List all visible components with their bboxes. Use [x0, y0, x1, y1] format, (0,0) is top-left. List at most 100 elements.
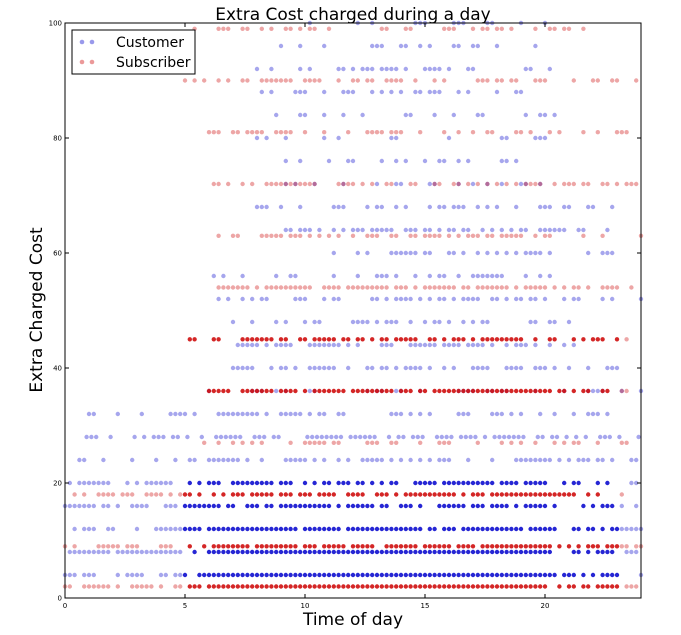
- legend-marker-subscriber: [89, 59, 95, 65]
- subscriber-point: [605, 181, 610, 187]
- customer-point: [475, 365, 480, 371]
- customer-point: [566, 365, 572, 371]
- customer-point: [235, 480, 240, 486]
- customer-point: [312, 365, 317, 371]
- customer-point: [365, 250, 370, 256]
- customer-point: [614, 572, 620, 578]
- subscriber-point: [418, 130, 423, 135]
- y-tick-label: 80: [53, 135, 62, 143]
- subscriber-point: [235, 285, 240, 290]
- subscriber-point: [490, 492, 495, 497]
- subscriber-point: [259, 26, 264, 31]
- customer-point: [538, 135, 543, 141]
- customer-point: [283, 135, 288, 141]
- customer-point: [442, 296, 447, 302]
- customer-point: [91, 572, 97, 578]
- subscriber-point: [437, 233, 442, 238]
- subscriber-point: [480, 26, 485, 31]
- subscriber-point: [562, 388, 567, 394]
- customer-point: [221, 549, 226, 555]
- customer-point: [379, 526, 384, 532]
- customer-point: [154, 549, 159, 555]
- subscriber-point: [326, 337, 332, 342]
- customer-point: [365, 457, 370, 463]
- subscriber-point: [187, 544, 192, 549]
- customer-point: [475, 526, 480, 532]
- subscriber-point: [485, 233, 490, 238]
- customer-point: [574, 434, 579, 440]
- subscriber-point: [571, 337, 576, 342]
- customer-point: [283, 342, 288, 348]
- subscriber-point: [168, 492, 173, 497]
- subscriber-point: [446, 440, 452, 445]
- customer-point: [374, 273, 380, 279]
- customer-point: [230, 572, 236, 578]
- subscriber-point: [307, 584, 312, 589]
- subscriber-point: [182, 492, 188, 497]
- customer-point: [523, 572, 528, 578]
- customer-point: [408, 411, 413, 417]
- customer-point: [230, 411, 236, 417]
- customer-point: [298, 457, 303, 463]
- customer-point: [427, 89, 432, 95]
- subscriber-point: [250, 388, 255, 394]
- customer-point: [298, 158, 303, 164]
- customer-point: [192, 503, 197, 509]
- subscriber-point: [398, 584, 404, 589]
- customer-point: [336, 66, 341, 72]
- customer-point: [139, 411, 144, 417]
- customer-point: [610, 457, 615, 463]
- customer-point: [528, 250, 533, 256]
- customer-point: [259, 296, 264, 302]
- customer-point: [259, 526, 264, 532]
- customer-point: [370, 526, 375, 532]
- subscriber-point: [350, 181, 356, 187]
- customer-point: [206, 572, 212, 578]
- subscriber-point: [595, 544, 600, 549]
- customer-point: [389, 411, 394, 417]
- customer-point: [518, 457, 524, 463]
- subscriber-point: [302, 584, 308, 589]
- customer-point: [86, 480, 92, 486]
- customer-point: [130, 572, 135, 578]
- customer-point: [485, 181, 490, 187]
- customer-point: [360, 503, 365, 509]
- subscriber-point: [355, 544, 360, 549]
- subscriber-point: [576, 285, 581, 290]
- customer-point: [182, 411, 188, 417]
- subscriber-point: [82, 492, 87, 497]
- subscriber-point: [394, 584, 399, 589]
- subscriber-point: [446, 544, 452, 549]
- legend-label-subscriber: Subscriber: [116, 55, 191, 71]
- customer-point: [552, 112, 557, 118]
- customer-point: [238, 434, 243, 440]
- subscriber-point: [278, 337, 284, 342]
- customer-point: [586, 411, 591, 417]
- customer-point: [533, 457, 538, 463]
- customer-point: [442, 572, 447, 578]
- subscriber-point: [566, 492, 572, 497]
- subscriber-point: [624, 337, 629, 342]
- subscriber-point: [394, 233, 399, 238]
- subscriber-point: [360, 492, 365, 497]
- customer-point: [437, 503, 442, 509]
- customer-point: [206, 457, 212, 463]
- subscriber-point: [384, 388, 389, 394]
- subscriber-point: [461, 285, 466, 290]
- customer-point: [158, 526, 164, 532]
- subscriber-point: [360, 181, 365, 187]
- subscriber-point: [413, 492, 418, 497]
- customer-point: [367, 434, 372, 440]
- customer-point: [317, 342, 322, 348]
- customer-point: [259, 480, 264, 486]
- customer-point: [240, 342, 245, 348]
- customer-point: [240, 296, 245, 302]
- customer-point: [94, 434, 99, 440]
- subscriber-point: [403, 492, 408, 497]
- subscriber-point: [365, 285, 370, 290]
- subscriber-point: [384, 584, 389, 589]
- subscriber-point: [240, 584, 245, 589]
- customer-point: [509, 411, 514, 417]
- customer-point: [461, 503, 466, 509]
- customer-point: [307, 227, 312, 233]
